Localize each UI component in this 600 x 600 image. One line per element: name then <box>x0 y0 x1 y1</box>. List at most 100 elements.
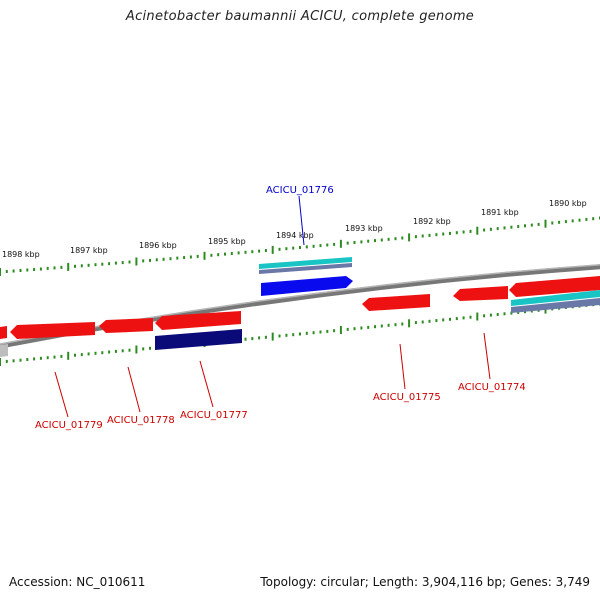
genome-backbone <box>0 264 600 349</box>
genome-summary-text: Topology: circular; Length: 3,904,116 bp… <box>260 575 590 589</box>
major-tick <box>135 257 138 266</box>
minor-tick <box>326 243 329 247</box>
minor-tick <box>94 351 97 355</box>
gene-ACICU_01776[interactable] <box>261 276 353 296</box>
minor-tick <box>258 249 261 253</box>
minor-tick <box>5 270 8 273</box>
minor-tick <box>251 337 254 341</box>
minor-tick <box>592 217 595 221</box>
gene-label-ACICU_01777[interactable]: ACICU_01777 <box>180 410 248 421</box>
minor-tick <box>503 226 506 230</box>
gene-label-leader <box>199 360 214 408</box>
minor-tick <box>142 347 145 351</box>
minor-tick <box>230 252 233 255</box>
gene-label-ACICU_01774[interactable]: ACICU_01774 <box>458 382 526 393</box>
minor-tick <box>101 351 104 355</box>
minor-tick <box>33 268 36 271</box>
minor-tick <box>394 323 397 327</box>
gene-label-leader <box>483 332 491 380</box>
minor-tick <box>19 269 22 272</box>
minor-tick <box>360 240 363 244</box>
minor-tick <box>251 250 254 254</box>
minor-tick <box>435 233 438 237</box>
minor-tick <box>101 262 104 266</box>
gene-label-ACICU_01775[interactable]: ACICU_01775 <box>373 392 441 403</box>
gene-ACICU_01777[interactable] <box>155 311 241 330</box>
gene-feature-red-right[interactable] <box>509 276 600 297</box>
major-tick <box>476 312 479 321</box>
minor-tick <box>455 231 458 235</box>
kbp-label: 1897 kbp <box>70 246 108 255</box>
gene-feature-cyan-right[interactable] <box>511 290 600 306</box>
minor-tick <box>503 312 506 316</box>
minor-tick <box>421 234 424 238</box>
minor-tick <box>319 244 322 248</box>
minor-tick <box>19 358 22 362</box>
minor-tick <box>80 264 83 268</box>
minor-tick <box>374 325 376 329</box>
minor-tick <box>380 324 383 328</box>
minor-tick <box>299 246 301 249</box>
minor-tick <box>483 314 486 318</box>
gene-label-leader <box>127 366 141 413</box>
minor-tick <box>128 260 131 264</box>
minor-tick <box>60 354 63 358</box>
minor-tick <box>469 315 472 319</box>
minor-tick <box>87 352 90 356</box>
gene-label-leader <box>399 343 406 390</box>
minor-tick <box>121 261 124 265</box>
minor-tick <box>346 327 349 331</box>
minor-tick <box>428 319 431 323</box>
minor-tick <box>346 241 349 245</box>
minor-tick <box>469 229 472 233</box>
gene-ACICU_01779[interactable] <box>10 322 95 339</box>
genome-title: Acinetobacter baumannii ACICU, complete … <box>125 9 475 24</box>
gene-label-ACICU_01778[interactable]: ACICU_01778 <box>107 415 175 426</box>
gene-label-ACICU_01776[interactable]: ACICU_01776 <box>266 185 334 196</box>
gene-ACICU_01774[interactable] <box>453 286 508 301</box>
kbp-label: 1893 kbp <box>345 224 383 233</box>
minor-tick <box>517 225 520 228</box>
minor-tick <box>367 239 370 243</box>
minor-tick <box>74 264 76 268</box>
minor-tick <box>585 217 588 221</box>
gene-feature-cyan[interactable] <box>259 257 352 269</box>
minor-tick <box>483 228 486 232</box>
minor-tick <box>244 250 247 254</box>
minor-tick <box>449 317 451 321</box>
minor-tick <box>496 313 499 316</box>
minor-tick <box>517 310 520 314</box>
major-tick <box>67 262 70 271</box>
minor-tick <box>551 221 554 225</box>
minor-tick <box>455 317 458 321</box>
gene-feature-slate[interactable] <box>259 263 352 274</box>
minor-tick <box>39 356 42 360</box>
minor-tick <box>299 332 301 336</box>
minor-tick <box>149 346 151 350</box>
minor-tick <box>421 320 424 324</box>
minor-tick <box>524 224 526 228</box>
gene-feature-navy[interactable] <box>155 329 242 350</box>
minor-tick <box>278 334 281 338</box>
major-tick <box>0 358 1 366</box>
gene-feature-red-edge[interactable] <box>0 326 7 339</box>
minor-tick <box>489 227 492 231</box>
minor-tick <box>12 359 15 363</box>
minor-tick <box>401 322 404 326</box>
major-tick <box>135 345 138 354</box>
minor-tick <box>510 311 513 315</box>
gene-ACICU_01775[interactable] <box>362 294 430 311</box>
gene-feature-gray-edge[interactable] <box>0 344 8 357</box>
major-tick <box>271 245 274 254</box>
minor-tick <box>53 266 56 270</box>
kbp-label: 1892 kbp <box>413 217 451 226</box>
gene-label-ACICU_01779[interactable]: ACICU_01779 <box>35 420 103 431</box>
minor-tick <box>108 262 111 266</box>
gene-ACICU_01778[interactable] <box>99 318 153 333</box>
minor-tick <box>462 230 465 234</box>
minor-tick <box>142 259 145 263</box>
gene-feature-slate-right[interactable] <box>511 298 600 313</box>
minor-tick <box>264 249 267 252</box>
minor-tick <box>189 255 192 259</box>
